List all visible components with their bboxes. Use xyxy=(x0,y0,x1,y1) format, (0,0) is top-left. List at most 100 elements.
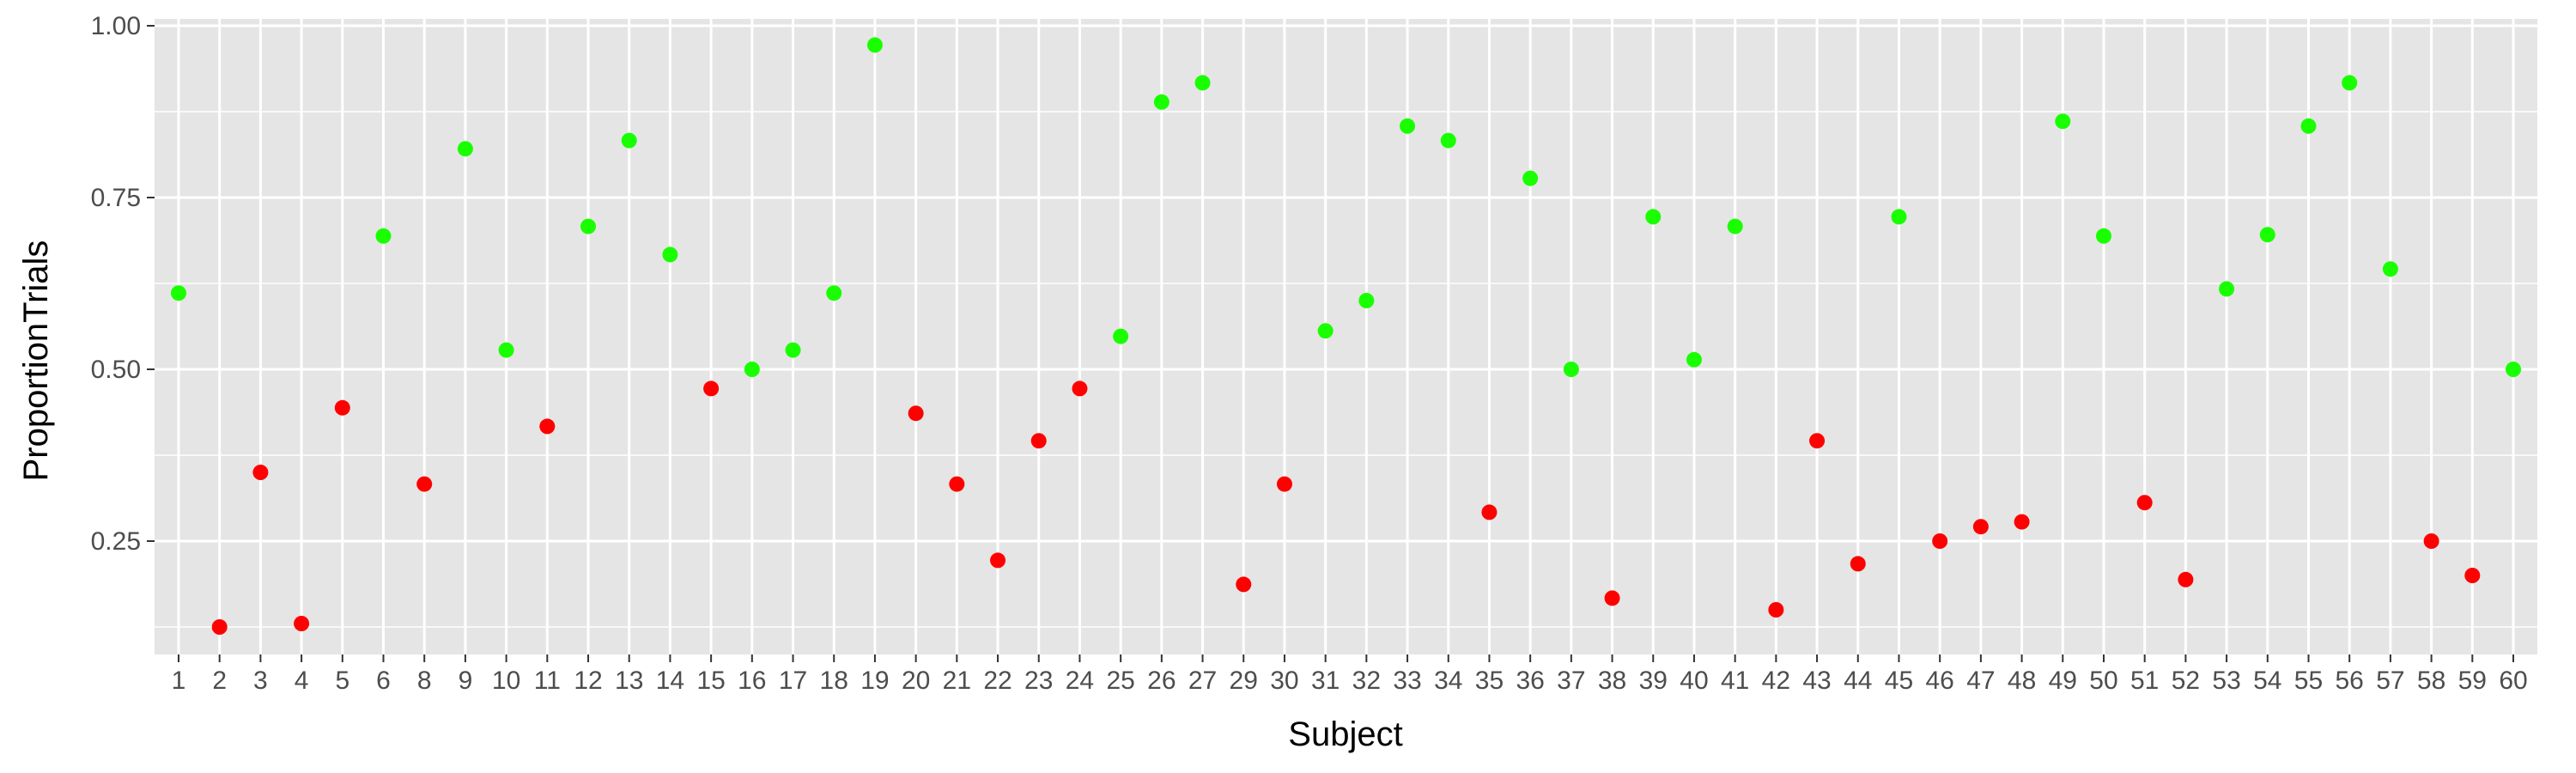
data-point xyxy=(2136,495,2153,511)
data-point xyxy=(252,465,269,480)
x-tick-label: 15 xyxy=(696,666,725,695)
data-point xyxy=(1400,118,1416,134)
x-tick-label: 21 xyxy=(943,666,971,695)
x-tick-label: 4 xyxy=(295,666,309,695)
x-tick-label: 9 xyxy=(459,666,473,695)
data-point xyxy=(457,141,473,157)
x-tick-label: 40 xyxy=(1680,666,1708,695)
x-tick-label: 56 xyxy=(2336,666,2364,695)
x-tick-label: 33 xyxy=(1393,666,1421,695)
data-point xyxy=(211,619,228,635)
x-tick-label: 5 xyxy=(335,666,349,695)
data-point xyxy=(1194,75,1211,91)
data-point xyxy=(498,342,514,358)
x-tick-label: 39 xyxy=(1639,666,1668,695)
x-tick-label: 54 xyxy=(2253,666,2281,695)
x-tick-label: 30 xyxy=(1270,666,1298,695)
data-point xyxy=(580,218,597,234)
data-point xyxy=(1358,293,1375,308)
x-tick-label: 16 xyxy=(738,666,766,695)
x-tick-label: 50 xyxy=(2089,666,2117,695)
data-point xyxy=(1972,519,1989,535)
x-tick-label: 23 xyxy=(1024,666,1053,695)
data-point xyxy=(1932,533,1948,549)
x-tick-label: 44 xyxy=(1844,666,1872,695)
x-tick-label: 41 xyxy=(1721,666,1749,695)
data-point xyxy=(1317,323,1334,339)
data-point xyxy=(1276,476,1292,492)
data-point xyxy=(826,285,842,301)
x-tick-label: 25 xyxy=(1106,666,1134,695)
data-point xyxy=(744,362,760,377)
x-tick-label: 34 xyxy=(1434,666,1462,695)
data-point xyxy=(2219,281,2235,297)
y-axis-title: ProportionTrials xyxy=(17,240,55,482)
y-tick-label: 0.50 xyxy=(91,356,141,384)
data-point xyxy=(1809,433,1826,449)
x-tick-label: 20 xyxy=(902,666,930,695)
data-point xyxy=(2300,118,2317,134)
x-tick-label: 60 xyxy=(2499,666,2527,695)
x-tick-label: 52 xyxy=(2172,666,2200,695)
data-point xyxy=(949,476,965,492)
data-point xyxy=(2259,227,2275,243)
x-tick-label: 17 xyxy=(779,666,807,695)
x-tick-label: 26 xyxy=(1147,666,1176,695)
x-tick-label: 46 xyxy=(1925,666,1953,695)
x-axis-title: Subject xyxy=(1288,715,1402,753)
data-point xyxy=(1072,380,1088,397)
x-tick-label: 6 xyxy=(376,666,391,695)
data-point xyxy=(1030,433,1047,449)
data-point xyxy=(171,285,186,301)
y-axis-ticks: 0.25 0.50 0.75 1.00 xyxy=(91,12,155,556)
x-axis-ticks: 1 2 3 4 5 6 8 9 10 11 12 13 14 15 16 17 18 19 20 21 22 23 24 25… xyxy=(172,654,2528,695)
x-tick-label: 24 xyxy=(1066,666,1094,695)
x-tick-label: 11 xyxy=(534,666,561,695)
data-point xyxy=(539,418,556,435)
data-point xyxy=(1113,328,1129,344)
x-tick-label: 57 xyxy=(2376,666,2404,695)
x-tick-label: 43 xyxy=(1802,666,1831,695)
data-point xyxy=(2014,514,2030,530)
data-point xyxy=(1440,132,1456,149)
x-tick-label: 10 xyxy=(492,666,520,695)
x-tick-label: 42 xyxy=(1762,666,1790,695)
data-point xyxy=(1768,602,1784,618)
data-point xyxy=(990,552,1006,569)
data-point xyxy=(866,37,883,53)
x-tick-label: 18 xyxy=(820,666,848,695)
data-point xyxy=(703,380,720,397)
data-point xyxy=(1850,556,1866,572)
data-point xyxy=(416,476,433,492)
y-tick-label: 0.75 xyxy=(91,184,141,212)
data-point xyxy=(2342,75,2358,91)
x-tick-label: 13 xyxy=(615,666,643,695)
x-tick-label: 35 xyxy=(1475,666,1504,695)
x-tick-label: 19 xyxy=(860,666,889,695)
x-tick-label: 2 xyxy=(212,666,227,695)
x-tick-label: 45 xyxy=(1885,666,1913,695)
x-tick-label: 47 xyxy=(1966,666,1995,695)
data-point xyxy=(2055,113,2071,130)
data-point xyxy=(1686,351,1702,368)
data-point xyxy=(2506,362,2521,377)
x-tick-label: 31 xyxy=(1311,666,1340,695)
x-tick-label: 59 xyxy=(2458,666,2487,695)
x-tick-label: 14 xyxy=(656,666,684,695)
x-tick-label: 1 xyxy=(172,666,186,695)
data-point xyxy=(662,247,678,263)
x-tick-label: 22 xyxy=(983,666,1012,695)
data-point xyxy=(1481,504,1498,520)
x-tick-label: 8 xyxy=(417,666,432,695)
x-tick-label: 36 xyxy=(1516,666,1544,695)
data-point xyxy=(2095,228,2111,244)
x-tick-label: 37 xyxy=(1557,666,1585,695)
plot-panel xyxy=(155,19,2537,654)
data-point xyxy=(1727,218,1743,234)
data-point xyxy=(1153,94,1170,110)
x-tick-label: 27 xyxy=(1188,666,1217,695)
x-tick-label: 55 xyxy=(2294,666,2323,695)
data-point xyxy=(1522,170,1539,186)
x-tick-label: 51 xyxy=(2130,666,2159,695)
